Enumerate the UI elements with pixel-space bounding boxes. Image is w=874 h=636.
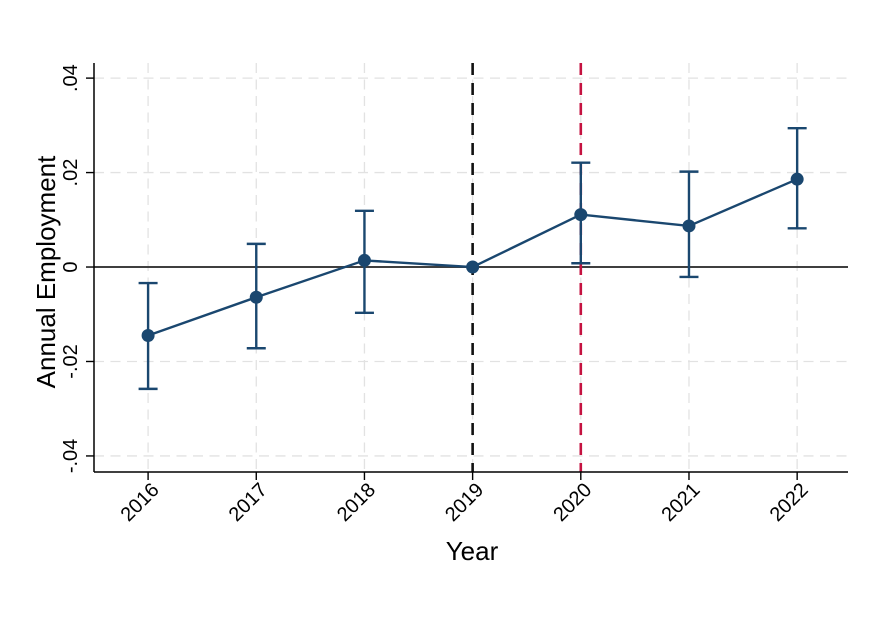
data-point bbox=[466, 260, 480, 274]
data-point bbox=[249, 290, 263, 304]
x-tick-label: 2016 bbox=[117, 479, 164, 526]
x-tick-label: 2022 bbox=[766, 479, 813, 526]
series-layer bbox=[138, 126, 807, 391]
data-point bbox=[574, 208, 588, 222]
x-tick-label: 2018 bbox=[333, 479, 380, 526]
y-tick-label: -.02 bbox=[60, 344, 82, 378]
x-tick-label: 2020 bbox=[549, 479, 596, 526]
data-point bbox=[357, 253, 371, 267]
y-tick-label: -.04 bbox=[60, 439, 82, 473]
y-tick-label: 0 bbox=[60, 261, 82, 272]
y-tick-label: .02 bbox=[60, 159, 82, 187]
tick-labels-layer: -.04 -.02 0 .02 .04 2016 2017 2018 2019 2020 2021 2… bbox=[60, 64, 813, 526]
axes-layer bbox=[86, 63, 848, 480]
data-point bbox=[141, 329, 155, 343]
data-point bbox=[790, 172, 804, 186]
y-axis-title: Annual Employment bbox=[31, 155, 61, 388]
x-axis-title: Year bbox=[446, 536, 499, 566]
y-tick-label: .04 bbox=[60, 64, 82, 92]
x-tick-label: 2017 bbox=[225, 479, 272, 526]
x-tick-label: 2021 bbox=[657, 479, 704, 526]
x-tick-label: 2019 bbox=[441, 479, 488, 526]
data-point bbox=[682, 219, 696, 233]
